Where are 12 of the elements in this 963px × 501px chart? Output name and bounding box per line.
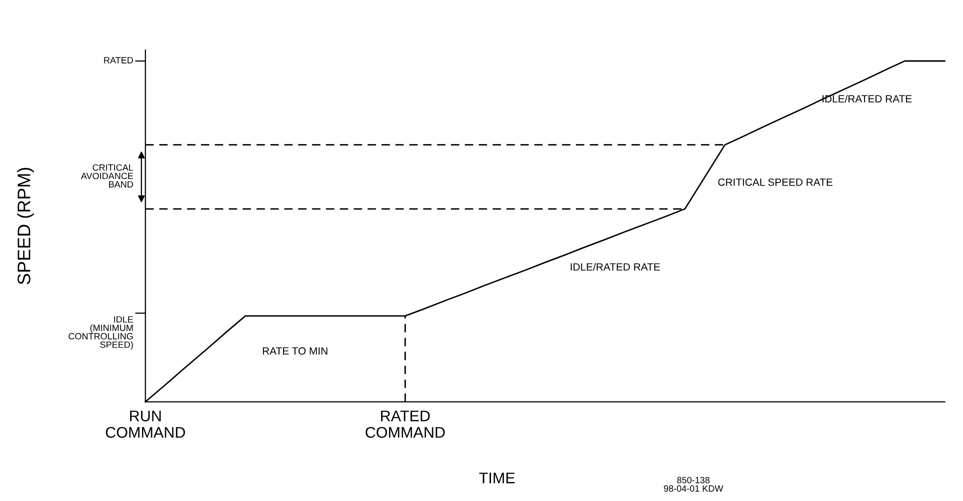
text: IDLE (MINIMUM CONTROLLING SPEED) bbox=[68, 316, 134, 350]
text: CRITICAL AVOIDANCE BAND bbox=[80, 164, 134, 188]
text: 850-138 98-04-01 KDW bbox=[664, 476, 724, 492]
annotation: IDLE/RATED RATE bbox=[570, 262, 660, 271]
annotation: RATE TO MIN bbox=[262, 347, 328, 355]
x-tick-label: RATED COMMAND bbox=[366, 410, 445, 438]
y-axis-title: SPEED (RPM) bbox=[17, 168, 34, 284]
text: RATED bbox=[104, 57, 133, 64]
annotation: CRITICAL SPEED RATE bbox=[718, 178, 832, 186]
annotation: IDLE/RATED RATE bbox=[822, 94, 912, 102]
x-axis-title: TIME bbox=[479, 472, 515, 484]
x-tick-label: RUN COMMAND bbox=[106, 410, 185, 438]
